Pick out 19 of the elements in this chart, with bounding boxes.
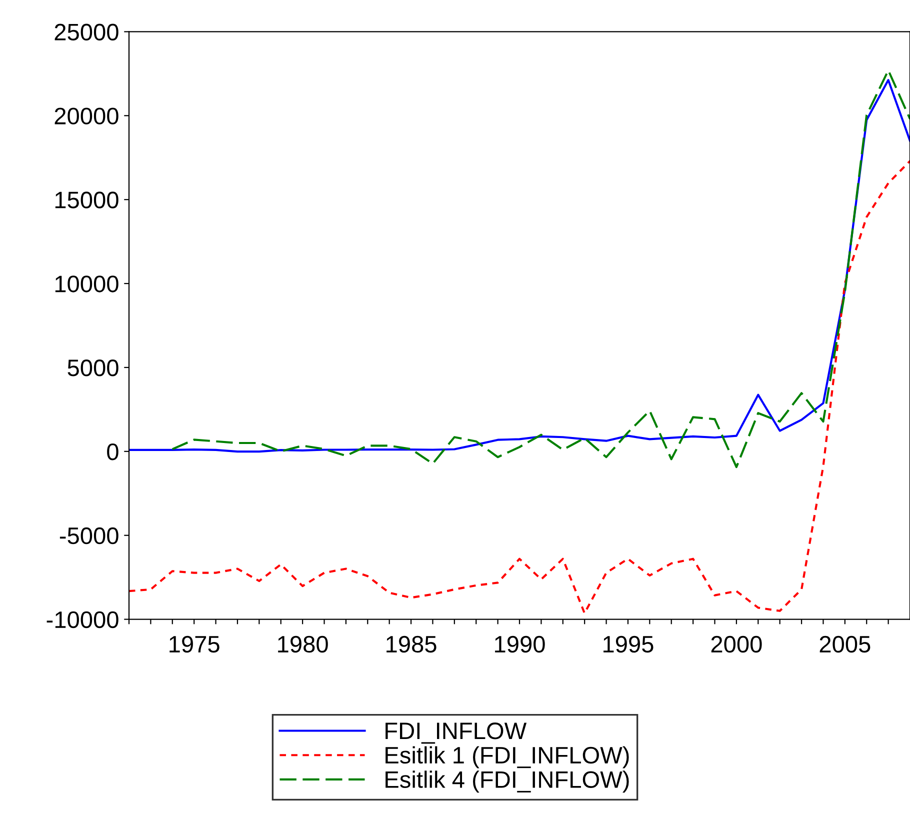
- legend-label: Esitlik 1 (FDI_INFLOW): [386, 746, 629, 768]
- x-tick-label: 1985: [386, 636, 436, 653]
- x-tick-label: 1990: [495, 636, 545, 653]
- y-tick-label: 20000: [54, 108, 118, 124]
- y-tick-label: -5000: [60, 527, 118, 544]
- line-series: [129, 160, 910, 614]
- y-tick-label: 10000: [55, 276, 118, 292]
- y-tick-label: 5000: [68, 360, 118, 376]
- x-tick-label: 2000: [711, 636, 762, 653]
- y-tick-label: -10000: [46, 611, 118, 628]
- x-tick-label: 1975: [170, 636, 220, 653]
- legend-label: FDI_INFLOW: [386, 722, 527, 744]
- y-tick-label: 15000: [55, 192, 118, 208]
- x-tick-label: 1980: [278, 636, 328, 653]
- y-tick-label: 25000: [54, 24, 118, 40]
- legend-label: Esitlik 4 (FDI_INFLOW): [386, 770, 629, 793]
- y-tick-label: 0: [107, 443, 118, 460]
- x-tick-label: 2005: [820, 636, 870, 653]
- x-tick-label: 1995: [604, 636, 654, 653]
